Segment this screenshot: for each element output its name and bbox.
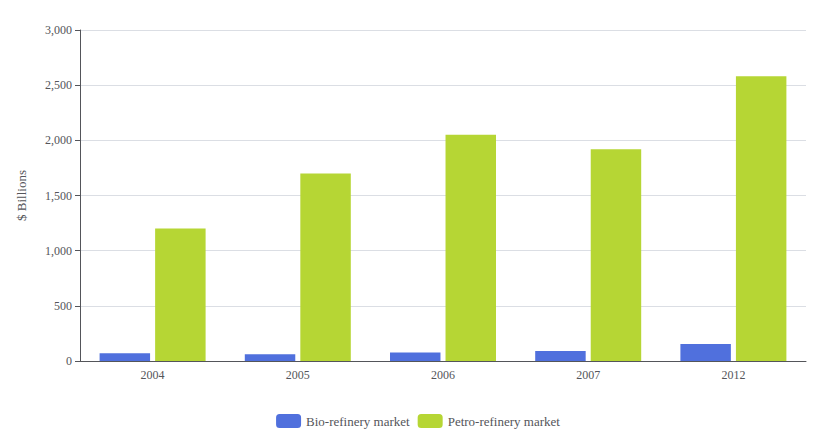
svg-text:2004: 2004 xyxy=(141,368,165,382)
svg-text:2006: 2006 xyxy=(431,368,455,382)
svg-text:0: 0 xyxy=(66,354,72,368)
svg-text:2,500: 2,500 xyxy=(45,78,72,92)
svg-text:3,000: 3,000 xyxy=(45,23,72,37)
svg-text:Bio-refinery market: Bio-refinery market xyxy=(306,414,410,429)
svg-text:1,500: 1,500 xyxy=(45,189,72,203)
svg-text:Petro-refinery market: Petro-refinery market xyxy=(448,414,561,429)
svg-text:2,000: 2,000 xyxy=(45,133,72,147)
svg-text:2007: 2007 xyxy=(576,368,600,382)
svg-text:500: 500 xyxy=(54,299,72,313)
svg-text:1,000: 1,000 xyxy=(45,244,72,258)
svg-text:$ Billions: $ Billions xyxy=(14,170,29,221)
svg-text:2005: 2005 xyxy=(286,368,310,382)
svg-text:2012: 2012 xyxy=(721,368,745,382)
